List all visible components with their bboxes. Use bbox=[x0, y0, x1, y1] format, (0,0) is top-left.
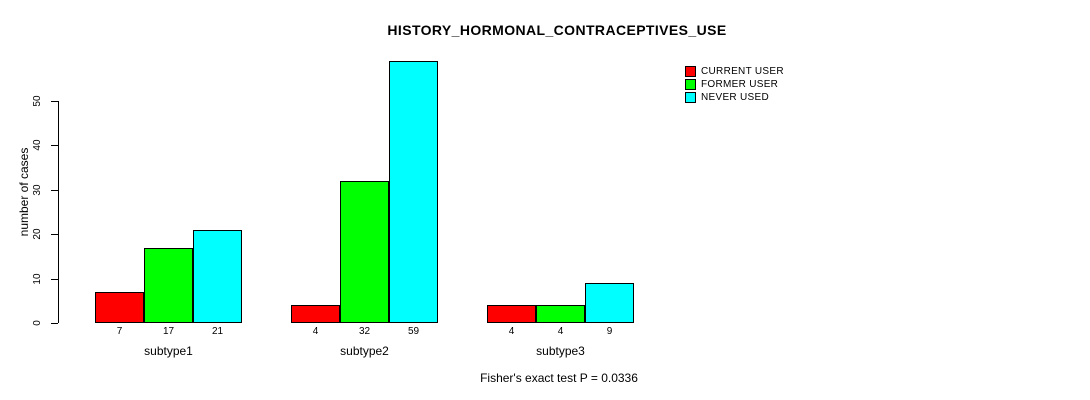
legend-swatch bbox=[685, 79, 696, 90]
legend-item: FORMER USER bbox=[685, 79, 784, 90]
y-axis-tick-label: 20 bbox=[32, 228, 43, 240]
legend-label: NEVER USED bbox=[701, 92, 770, 103]
category-label: subtype3 bbox=[536, 344, 585, 358]
y-axis-tick-label: 40 bbox=[32, 139, 43, 151]
legend-item: NEVER USED bbox=[685, 92, 784, 103]
y-axis-tick bbox=[51, 101, 58, 102]
bar-value-label: 4 bbox=[557, 326, 564, 337]
bar-value-label: 32 bbox=[358, 326, 371, 337]
bar-subtype1-former-user bbox=[144, 248, 193, 323]
y-axis-tick-label: 10 bbox=[32, 273, 43, 285]
legend-label: FORMER USER bbox=[701, 79, 779, 90]
y-axis-tick bbox=[51, 323, 58, 324]
bar-subtype2-never-used bbox=[389, 61, 438, 323]
y-axis-tick bbox=[51, 145, 58, 146]
category-label: subtype1 bbox=[144, 344, 193, 358]
footnote-text: Fisher's exact test P = 0.0336 bbox=[480, 371, 638, 385]
legend-swatch bbox=[685, 66, 696, 77]
bar-value-label: 17 bbox=[162, 326, 175, 337]
y-axis-tick bbox=[51, 190, 58, 191]
chart-title: HISTORY_HORMONAL_CONTRACEPTIVES_USE bbox=[387, 22, 727, 38]
y-axis-tick-label: 0 bbox=[32, 320, 43, 326]
legend: CURRENT USER FORMER USER NEVER USED bbox=[685, 66, 784, 105]
category-label: subtype2 bbox=[340, 344, 389, 358]
bar-value-label: 21 bbox=[211, 326, 224, 337]
bar-value-label: 7 bbox=[116, 326, 123, 337]
bar-subtype1-current-user bbox=[95, 292, 144, 323]
bar-value-label: 9 bbox=[606, 326, 613, 337]
bar-subtype3-current-user bbox=[487, 305, 536, 323]
bar-subtype2-current-user bbox=[291, 305, 340, 323]
y-axis-tick-label: 50 bbox=[32, 95, 43, 107]
bar-subtype1-never-used bbox=[193, 230, 242, 323]
y-axis-tick bbox=[51, 279, 58, 280]
bar-subtype2-former-user bbox=[340, 181, 389, 323]
y-axis-tick bbox=[51, 234, 58, 235]
bar-value-label: 4 bbox=[312, 326, 319, 337]
legend-item: CURRENT USER bbox=[685, 66, 784, 77]
y-axis-line bbox=[58, 101, 59, 323]
bar-value-label: 4 bbox=[508, 326, 515, 337]
legend-label: CURRENT USER bbox=[701, 66, 784, 77]
bar-subtype3-never-used bbox=[585, 283, 634, 323]
legend-swatch bbox=[685, 92, 696, 103]
y-axis-tick-label: 30 bbox=[32, 184, 43, 196]
bar-subtype3-former-user bbox=[536, 305, 585, 323]
bar-value-label: 59 bbox=[407, 326, 420, 337]
